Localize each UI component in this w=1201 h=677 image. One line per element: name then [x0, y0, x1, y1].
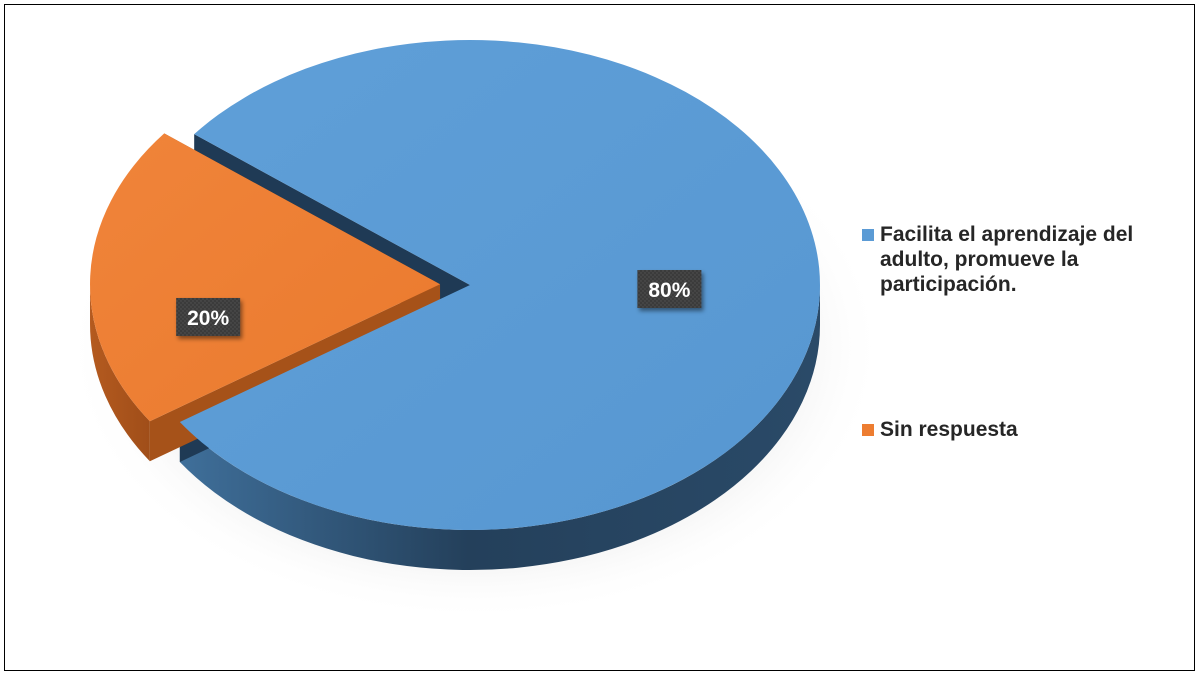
- legend-swatch-blue: [862, 229, 874, 241]
- legend-label: Facilita el aprendizaje del adulto, prom…: [880, 223, 1134, 296]
- data-label-text: 80%: [648, 279, 690, 302]
- legend-label: Sin respuesta: [880, 418, 1018, 441]
- data-label-text: 20%: [187, 307, 229, 330]
- legend-item: Sin respuesta: [862, 417, 1182, 442]
- data-label-box: [637, 270, 702, 309]
- data-label: 20%: [176, 297, 241, 336]
- legend-swatch-orange: [862, 424, 874, 436]
- pie-slice: [179, 39, 820, 530]
- legend: Facilita el aprendizaje del adulto, prom…: [862, 222, 1182, 442]
- pie-slice-side: [179, 285, 820, 570]
- data-label-box: [176, 297, 241, 336]
- legend-item: Facilita el aprendizaje del adulto, prom…: [862, 222, 1182, 297]
- pie-slice-side: [90, 284, 150, 462]
- data-label: 80%: [637, 270, 702, 309]
- pie-slice: [90, 133, 441, 422]
